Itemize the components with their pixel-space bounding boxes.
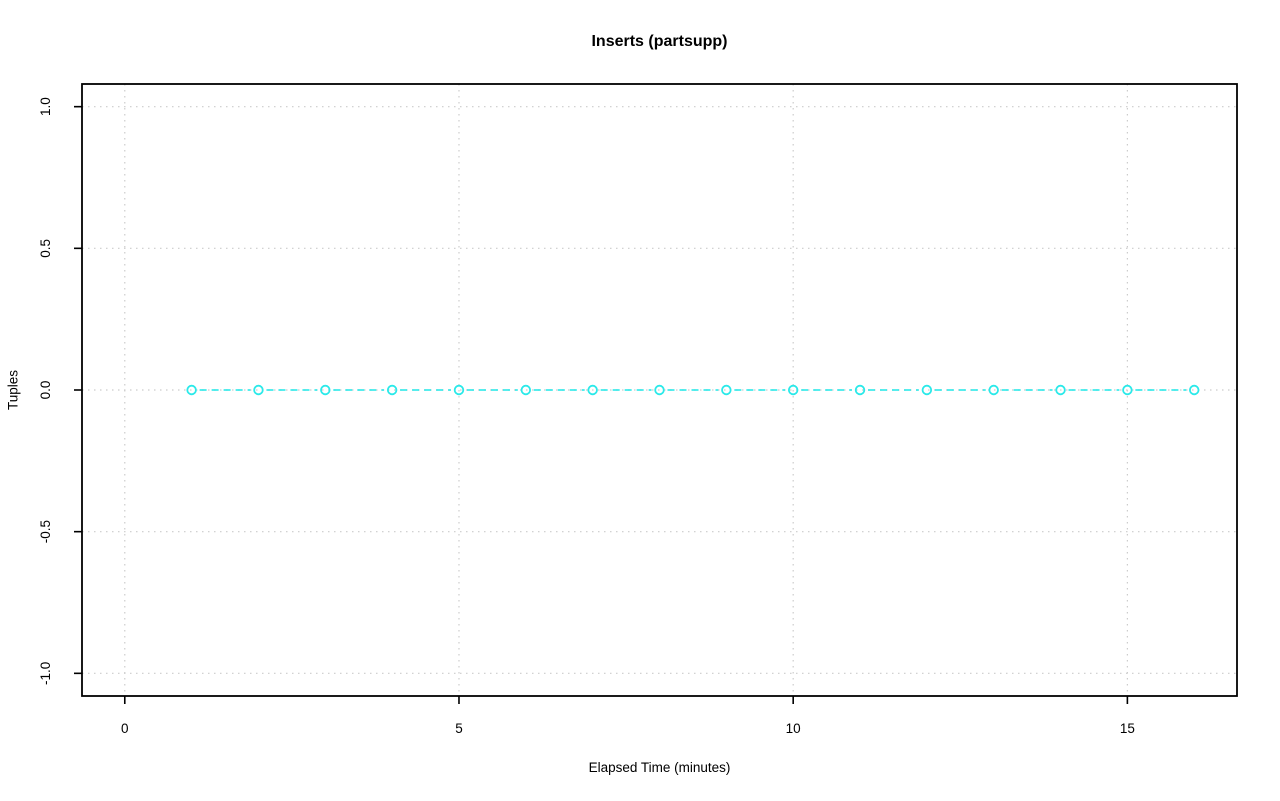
- data-point-marker: [654, 384, 665, 396]
- data-point-marker: [988, 384, 999, 396]
- y-tick-label: -1.0: [38, 662, 53, 685]
- data-point-marker: [1122, 384, 1133, 396]
- data-point-marker: [1055, 384, 1066, 396]
- y-tick-label: 0.0: [38, 381, 53, 400]
- x-tick-label: 0: [121, 721, 129, 736]
- y-tick-label: -0.5: [38, 520, 53, 543]
- data-point-marker: [520, 384, 532, 396]
- chart-title: Inserts (partsupp): [591, 33, 728, 50]
- x-tick-label: 15: [1120, 721, 1135, 736]
- data-point-marker: [386, 384, 398, 396]
- data-point-marker: [721, 384, 732, 396]
- data-point-marker: [1189, 384, 1200, 396]
- data-point-marker: [320, 384, 331, 396]
- data-point-marker: [787, 384, 799, 396]
- data-point-marker: [453, 384, 465, 396]
- data-point-marker: [921, 384, 933, 396]
- data-point-marker: [587, 384, 598, 396]
- x-axis-label: Elapsed Time (minutes): [588, 760, 731, 775]
- data-point-marker: [186, 384, 197, 396]
- y-axis-label: Tuples: [5, 369, 21, 411]
- x-tick-label: 5: [455, 721, 463, 736]
- x-tick-label: 10: [786, 721, 801, 736]
- data-point-marker: [253, 384, 264, 396]
- y-tick-label: 1.0: [38, 97, 53, 116]
- y-tick-label: 0.5: [38, 239, 53, 258]
- data-point-marker: [854, 384, 866, 396]
